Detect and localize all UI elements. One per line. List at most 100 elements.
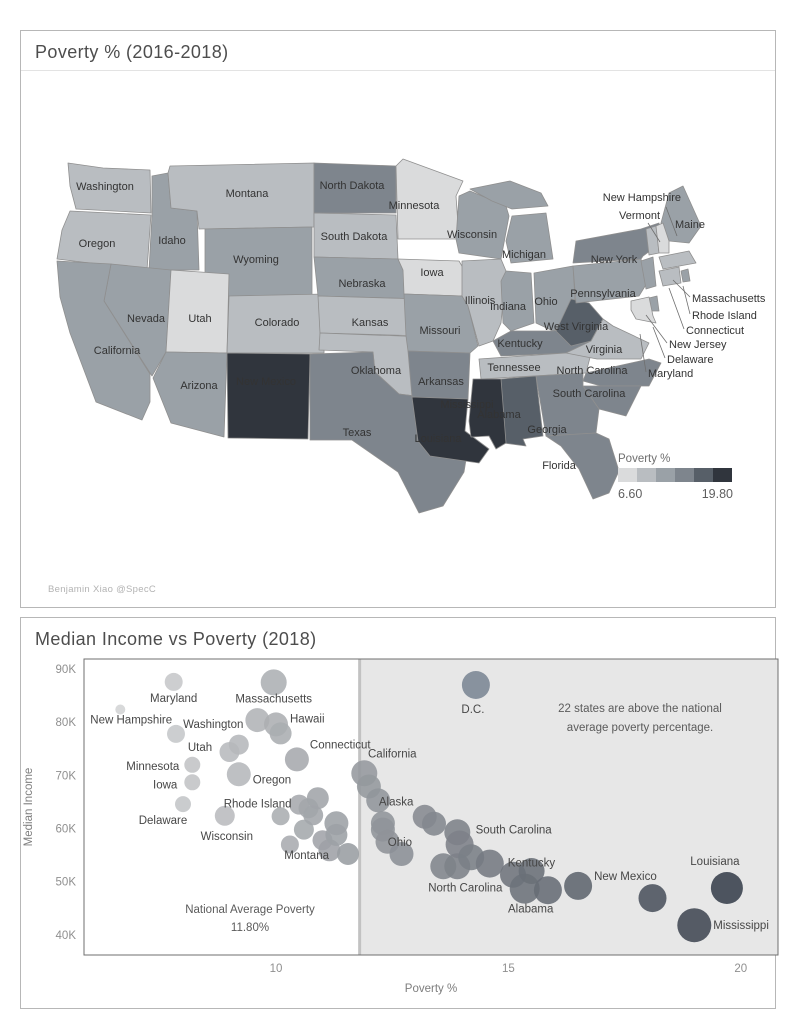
scatter-point-utah[interactable]: [167, 724, 185, 743]
state-massachusetts[interactable]: [658, 250, 697, 270]
map-state-label: Wisconsin: [447, 229, 497, 241]
map-state-label: Pennsylvania: [570, 288, 636, 300]
scatter-point-arkansas[interactable]: [533, 876, 562, 905]
state-florida[interactable]: [545, 432, 620, 500]
legend-swatch: [694, 468, 713, 482]
y-tick-label: 50K: [56, 877, 77, 889]
state-louisiana[interactable]: [411, 396, 490, 464]
legend-swatch: [675, 468, 694, 482]
state-pennsylvania[interactable]: [572, 258, 648, 304]
scatter-point-label: Delaware: [139, 815, 188, 827]
map-state-label: South Dakota: [321, 231, 389, 243]
callout-line: [682, 285, 691, 315]
map-state-label: New Mexico: [236, 376, 296, 388]
callout-line: [665, 206, 678, 237]
state-mississippi[interactable]: [468, 378, 507, 450]
scatter-point-west-virginia[interactable]: [638, 884, 667, 913]
state-arizona[interactable]: [152, 351, 228, 438]
state-wisconsin[interactable]: [455, 190, 510, 260]
scatter-point-new-hampshire[interactable]: [115, 704, 126, 715]
map-annotations-layer: Washington Oregon California Nevada Idaho Mon…: [76, 180, 766, 472]
scatter-point-missouri[interactable]: [389, 842, 414, 866]
state-new-mexico[interactable]: [226, 352, 311, 440]
y-axis-title: Median Income: [23, 768, 35, 847]
scatter-point-mississippi[interactable]: [677, 908, 712, 943]
scatter-point-montana[interactable]: [337, 843, 359, 865]
scatter-point-massachusetts[interactable]: [260, 669, 287, 696]
state-north-dakota[interactable]: [313, 162, 397, 214]
legend-max-label: 19.80: [702, 487, 733, 501]
state-michigan[interactable]: [505, 212, 554, 264]
state-california[interactable]: [56, 260, 151, 421]
scatter-point-arizona[interactable]: [422, 811, 446, 836]
scatter-point-vermont[interactable]: [271, 807, 290, 826]
scatter-point-pennsylvania[interactable]: [324, 811, 349, 836]
map-state-label: West Virginia: [544, 321, 609, 333]
scatter-point-kansas[interactable]: [293, 819, 314, 840]
state-rhode-island[interactable]: [680, 268, 691, 283]
scatter-point-new-york[interactable]: [366, 788, 391, 813]
scatter-point-oklahoma[interactable]: [518, 858, 545, 884]
map-callout-label: Maryland: [648, 368, 693, 380]
annotation-above-average: average poverty percentage.: [567, 722, 713, 734]
scatter-point-maryland[interactable]: [164, 672, 183, 691]
scatter-point-illinois[interactable]: [306, 787, 329, 810]
map-state-label: Virginia: [586, 344, 623, 356]
map-state-label: Montana: [226, 188, 270, 200]
map-callout-label: Connecticut: [686, 325, 744, 337]
scatter-point-minnesota[interactable]: [184, 756, 201, 773]
callout-line: [668, 287, 685, 330]
state-arkansas[interactable]: [407, 350, 471, 400]
scatter-point-nebraska[interactable]: [303, 805, 324, 826]
state-michigan[interactable]: [469, 180, 549, 210]
legend-swatch: [637, 468, 656, 482]
map-state-label: South Carolina: [553, 388, 627, 400]
callout-line: [639, 333, 647, 373]
state-virginia[interactable]: [565, 318, 650, 360]
scatter-point-wisconsin[interactable]: [214, 805, 235, 826]
state-new-hampshire[interactable]: [655, 222, 670, 254]
state-tennessee[interactable]: [478, 345, 594, 380]
state-utah[interactable]: [165, 269, 230, 354]
map-state-label: New York: [591, 254, 638, 266]
map-state-label: Oklahoma: [351, 365, 402, 377]
state-minnesota[interactable]: [395, 158, 464, 240]
state-washington[interactable]: [67, 162, 152, 214]
scatter-point-label: Louisiana: [690, 856, 740, 868]
map-states-layer: [56, 158, 702, 514]
callout-line: [652, 326, 666, 359]
scatter-point-label: New Hampshire: [90, 715, 172, 727]
scatter-point-virginia[interactable]: [228, 734, 249, 755]
legend-swatch: [713, 468, 732, 482]
map-legend: Poverty % 6.60 19.80: [618, 453, 733, 501]
map-callout-label: Vermont: [619, 210, 660, 222]
state-colorado[interactable]: [226, 293, 326, 354]
scatter-point-label: Mississippi: [713, 920, 769, 932]
x-axis-title: Poverty %: [405, 983, 457, 995]
callout-line: [672, 279, 691, 298]
map-state-label: Washington: [76, 181, 134, 193]
map-state-label: Kentucky: [497, 338, 543, 350]
state-connecticut[interactable]: [658, 266, 682, 287]
scatter-point-connecticut[interactable]: [284, 747, 309, 772]
scatter-point-oregon[interactable]: [226, 762, 251, 787]
state-new-jersey[interactable]: [640, 256, 657, 290]
state-indiana[interactable]: [500, 270, 535, 332]
scatter-point-delaware[interactable]: [175, 796, 191, 813]
map-state-label: Minnesota: [389, 200, 441, 212]
map-state-label: Alabama: [477, 409, 521, 421]
map-panel-title: Poverty % (2016-2018): [21, 31, 775, 71]
scatter-point-north-dakota[interactable]: [280, 835, 299, 854]
scatter-point-iowa[interactable]: [184, 774, 201, 791]
state-maryland[interactable]: [630, 296, 657, 324]
scatter-point-louisiana[interactable]: [710, 872, 743, 904]
scatter-point-washington[interactable]: [245, 708, 270, 733]
scatter-point-d-c-[interactable]: [461, 671, 490, 699]
scatter-point-new-jersey[interactable]: [269, 722, 292, 745]
scatter-point-new-mexico[interactable]: [564, 871, 593, 900]
map-state-label: Colorado: [255, 317, 300, 329]
credit-text: Benjamin Xiao @SpecC: [48, 584, 157, 595]
scatter-point-label: Ohio: [388, 837, 412, 849]
scatter-point-kentucky[interactable]: [475, 849, 504, 878]
y-tick-label: 60K: [56, 824, 77, 836]
